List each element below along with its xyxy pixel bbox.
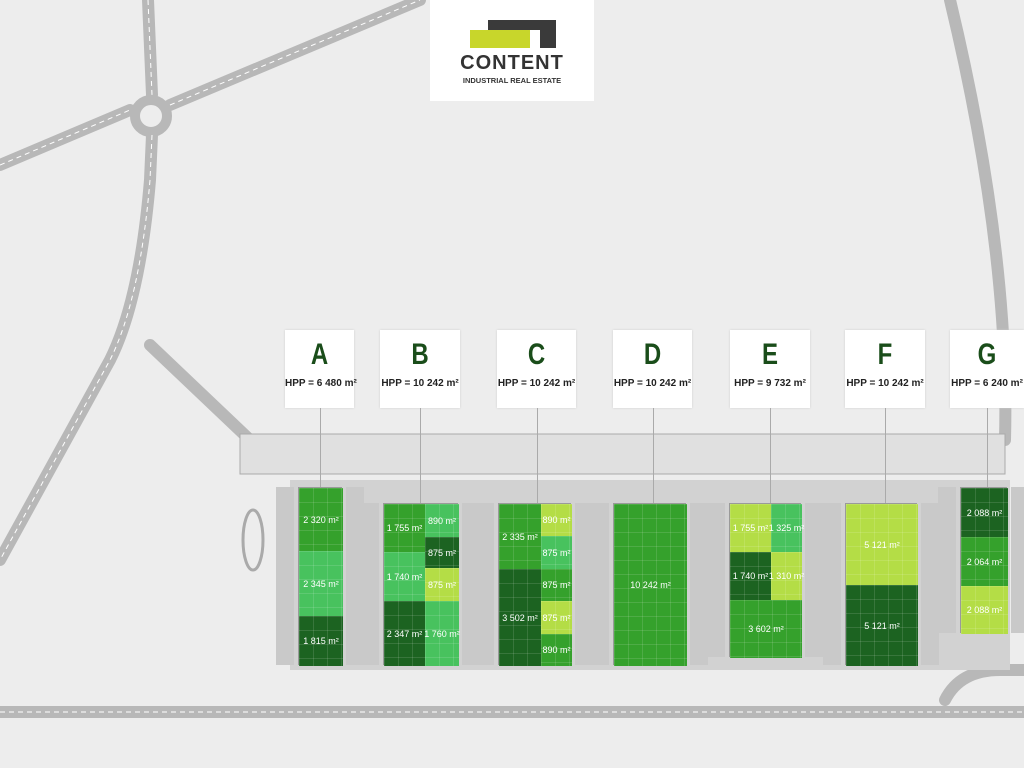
building-letter: D [643, 338, 662, 371]
unit-g-3[interactable]: 2 088 m² [961, 586, 1008, 634]
building-label-f[interactable]: F HPP = 10 242 m² [845, 330, 925, 408]
parking-area [591, 503, 609, 665]
building-d[interactable]: 10 242 m² [613, 503, 687, 666]
content-logo: CONTENT INDUSTRIAL REAL ESTATE [430, 0, 594, 101]
unit-g-2[interactable]: 2 064 m² [961, 537, 1008, 586]
unit-e-5[interactable]: 3 602 m² [730, 600, 802, 658]
unit-b-4[interactable]: 890 m² [425, 504, 459, 537]
building-hpp: HPP = 6 480 m² [285, 378, 357, 389]
unit-e-3[interactable]: 1 325 m² [769, 504, 804, 552]
unit-a-2[interactable]: 2 345 m² [299, 551, 343, 616]
unit-f-1[interactable]: 5 121 m² [846, 504, 918, 585]
building-f[interactable]: 5 121 m² 5 121 m² [845, 503, 918, 666]
parking-area [921, 503, 939, 665]
unit-e-2[interactable]: 1 740 m² [730, 552, 771, 600]
building-e[interactable]: 1 755 m² 1 740 m² 1 325 m² 1 310 m² 3 602 m² [729, 503, 804, 658]
parking-area [938, 487, 956, 633]
logo-mark-icon [470, 20, 556, 48]
unit-b-5[interactable]: 875 m² [425, 537, 459, 568]
label-pointer-line [770, 408, 771, 503]
unit-c-3[interactable]: 890 m² [541, 504, 572, 536]
label-pointer-line [420, 408, 421, 503]
unit-a-1[interactable]: 2 320 m² [299, 488, 343, 551]
unit-b-6[interactable]: 875 m² [425, 568, 459, 601]
building-hpp: HPP = 6 240 m² [951, 378, 1023, 389]
unit-a-3[interactable]: 1 815 m² [299, 616, 343, 666]
unit-b-3[interactable]: 2 347 m² [384, 601, 425, 666]
building-label-b[interactable]: B HPP = 10 242 m² [380, 330, 460, 408]
parking-area [690, 503, 708, 665]
building-b[interactable]: 1 755 m² 1 740 m² 2 347 m² 890 m² 875 m² 875 … [383, 503, 460, 666]
unit-g-1[interactable]: 2 088 m² [961, 488, 1008, 537]
building-hpp: HPP = 10 242 m² [381, 378, 459, 389]
building-letter: F [877, 338, 893, 371]
unit-b-1[interactable]: 1 755 m² [384, 504, 425, 552]
parking-area [346, 487, 364, 665]
parking-area [823, 503, 841, 665]
unit-f-2[interactable]: 5 121 m² [846, 585, 918, 666]
building-hpp: HPP = 10 242 m² [846, 378, 924, 389]
building-label-d[interactable]: D HPP = 10 242 m² [613, 330, 692, 408]
label-pointer-line [319, 408, 321, 487]
parking-area [361, 503, 379, 665]
unit-c-6[interactable]: 875 m² [541, 601, 572, 634]
building-label-g[interactable]: G HPP = 6 240 m² [950, 330, 1024, 408]
unit-b-2[interactable]: 1 740 m² [384, 552, 425, 601]
building-c[interactable]: 2 335 m² 3 502 m² 890 m² 875 m² 875 m² 875 m²… [498, 503, 572, 666]
unit-c-5[interactable]: 875 m² [541, 569, 572, 601]
parking-area [805, 503, 823, 657]
parking-area [276, 487, 294, 665]
building-letter: C [527, 338, 546, 371]
building-label-e[interactable]: E HPP = 9 732 m² [730, 330, 810, 408]
building-letter: G [977, 338, 997, 371]
label-pointer-line [536, 408, 538, 503]
logo-name: CONTENT [460, 52, 564, 74]
building-g[interactable]: 2 088 m² 2 064 m² 2 088 m² [960, 487, 1008, 634]
parking-area [575, 503, 593, 665]
label-pointer-line [652, 408, 654, 503]
building-hpp: HPP = 10 242 m² [497, 378, 576, 389]
logo-subtitle: INDUSTRIAL REAL ESTATE [462, 76, 562, 85]
building-letter: E [761, 338, 778, 371]
unit-c-1[interactable]: 2 335 m² [499, 504, 541, 569]
parking-area [476, 503, 494, 665]
unit-d-1[interactable]: 10 242 m² [614, 504, 687, 666]
unit-c-7[interactable]: 890 m² [541, 634, 572, 666]
building-hpp: HPP = 9 732 m² [734, 378, 806, 389]
parking-area [462, 503, 480, 665]
building-label-a[interactable]: A HPP = 6 480 m² [285, 330, 357, 408]
building-label-c[interactable]: C HPP = 10 242 m² [497, 330, 576, 408]
building-letter: B [411, 338, 429, 371]
building-letter: A [310, 338, 329, 371]
building-a[interactable]: 2 320 m² 2 345 m² 1 815 m² [298, 487, 343, 666]
label-pointer-line [987, 408, 988, 487]
unit-e-4[interactable]: 1 310 m² [769, 552, 804, 600]
unit-c-4[interactable]: 875 m² [541, 536, 572, 569]
building-hpp: HPP = 10 242 m² [613, 378, 692, 389]
unit-e-1[interactable]: 1 755 m² [730, 504, 771, 552]
parking-area [1011, 487, 1024, 633]
unit-b-7[interactable]: 1 760 m² [424, 601, 460, 666]
parking-area [707, 503, 725, 657]
label-pointer-line [885, 408, 886, 503]
unit-c-2[interactable]: 3 502 m² [499, 569, 541, 666]
